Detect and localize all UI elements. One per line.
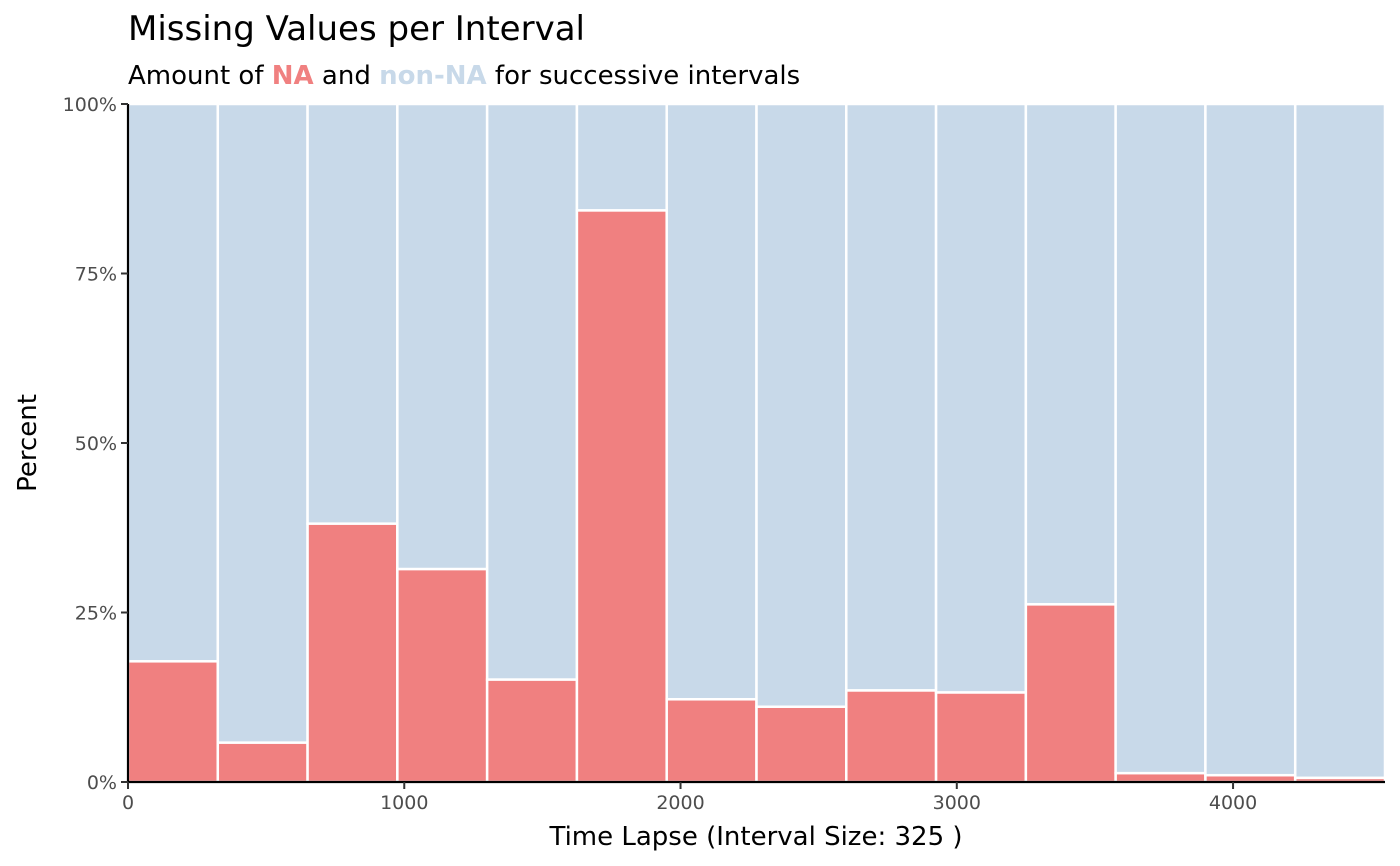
bar-na-0 [126, 660, 220, 784]
y-tick-label: 75% [75, 264, 117, 286]
bar-na-9 [934, 691, 1028, 784]
bar-non-na-13 [1293, 102, 1387, 780]
bar-na-8 [845, 689, 938, 784]
bar-na-3 [396, 567, 489, 784]
bar-non-na-7 [755, 102, 848, 708]
bar-na-2 [306, 522, 399, 784]
subtitle-middle: and [314, 61, 379, 91]
bar-na-7 [755, 705, 848, 784]
axes-group: 0% 25% 50% 75% 100% 0 1000 2000 3000 4000 [63, 94, 1385, 814]
bar-na-11 [1114, 771, 1207, 784]
subtitle-non-na-label: non-NA [379, 61, 487, 91]
bar-na-5 [575, 209, 668, 784]
bar-non-na-6 [665, 102, 758, 701]
bar-non-na-8 [845, 102, 938, 692]
x-tick-label: 4000 [1209, 792, 1257, 814]
bar-non-na-10 [1024, 102, 1117, 606]
subtitle-suffix: for successive intervals [487, 61, 801, 91]
x-tick-label: 0 [122, 792, 134, 814]
x-tick-label: 1000 [380, 792, 428, 814]
bar-non-na-5 [575, 102, 668, 212]
y-tick-label: 50% [75, 433, 117, 455]
bar-non-na-0 [126, 102, 220, 663]
x-tick-label: 2000 [656, 792, 704, 814]
bar-non-na-11 [1114, 102, 1207, 775]
bar-na-4 [485, 678, 579, 784]
bar-na-6 [665, 698, 758, 784]
y-tick-label: 100% [63, 94, 117, 116]
y-axis-title: Percent [13, 394, 43, 492]
bars-group [126, 102, 1387, 784]
bar-non-na-1 [216, 102, 309, 744]
bar-non-na-4 [485, 102, 579, 681]
bar-na-1 [216, 741, 309, 784]
y-tick-label: 0% [87, 772, 117, 794]
chart-subtitle: Amount of NA and non-NA for successive i… [128, 61, 800, 91]
bar-non-na-9 [934, 102, 1028, 694]
x-tick-label: 3000 [933, 792, 981, 814]
x-axis-title: Time Lapse (Interval Size: 325 ) [548, 822, 962, 852]
subtitle-na-label: NA [272, 61, 314, 91]
chart-title: Missing Values per Interval [128, 9, 585, 49]
y-tick-label: 25% [75, 603, 117, 625]
bar-non-na-12 [1204, 102, 1297, 777]
subtitle-prefix: Amount of [128, 61, 272, 91]
bar-non-na-3 [396, 102, 489, 571]
bar-non-na-2 [306, 102, 399, 525]
bar-na-10 [1024, 603, 1117, 784]
